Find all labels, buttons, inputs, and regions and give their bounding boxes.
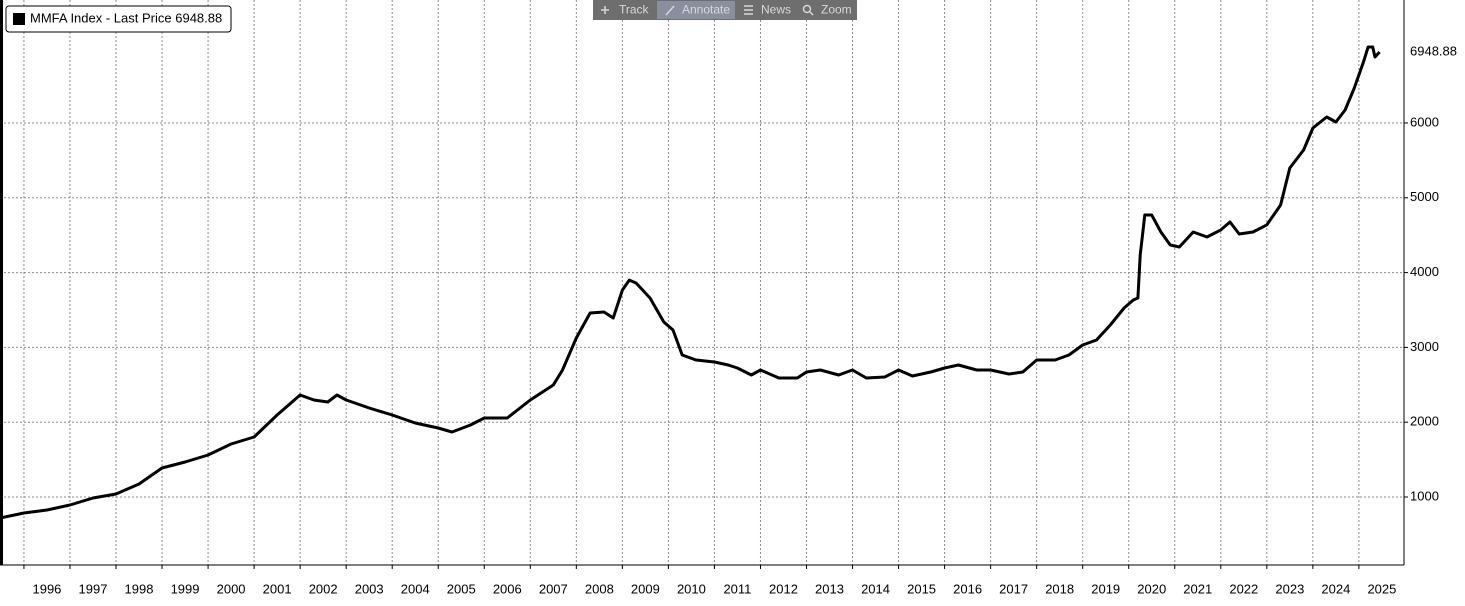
x-tick-label: 2013 bbox=[815, 581, 844, 596]
x-tick-label: 2017 bbox=[999, 581, 1028, 596]
x-tick-label: 2021 bbox=[1183, 581, 1212, 596]
track-icon bbox=[601, 6, 609, 14]
x-tick-label: 2001 bbox=[263, 581, 292, 596]
legend-label: MMFA Index - Last Price bbox=[30, 11, 172, 26]
y-tick-label: 4000 bbox=[1410, 264, 1439, 279]
x-tick-label: 2006 bbox=[493, 581, 522, 596]
annotate-button[interactable]: Annotate bbox=[665, 3, 730, 17]
x-tick-label: 1999 bbox=[171, 581, 200, 596]
annotate-icon bbox=[665, 5, 675, 16]
x-tick-label: 2002 bbox=[309, 581, 338, 596]
x-tick-label: 2015 bbox=[907, 581, 936, 596]
track-label[interactable]: Track bbox=[619, 3, 650, 17]
price-line bbox=[0, 45, 1381, 520]
x-tick-label: 2019 bbox=[1091, 581, 1120, 596]
x-tick-label: 1996 bbox=[32, 581, 61, 596]
annotate-label[interactable]: Annotate bbox=[682, 3, 730, 17]
x-tick-label: 2022 bbox=[1229, 581, 1258, 596]
toolbar-active bbox=[657, 1, 735, 19]
legend-entry: MMFA Index - Last Price 6948.88 bbox=[30, 11, 222, 26]
x-tick-label: 2020 bbox=[1137, 581, 1166, 596]
legend: MMFA Index - Last Price 6948.88 bbox=[5, 5, 232, 33]
x-tick-label: 2005 bbox=[447, 581, 476, 596]
x-tick-label: 2025 bbox=[1367, 581, 1396, 596]
x-tick-label: 2011 bbox=[723, 581, 751, 596]
y-tick-label: 3000 bbox=[1410, 339, 1439, 354]
x-tick-label: 2023 bbox=[1275, 581, 1304, 596]
grid bbox=[0, 0, 1404, 565]
x-tick-label: 1998 bbox=[125, 581, 154, 596]
last-price-label: 6948.88 bbox=[1410, 43, 1457, 58]
legend-box bbox=[5, 5, 232, 33]
toolbar: Track Annotate News Zoom bbox=[593, 0, 857, 20]
x-tick-label: 2018 bbox=[1045, 581, 1074, 596]
zoom-icon bbox=[802, 4, 812, 14]
zoom-icon-handle bbox=[809, 11, 814, 16]
zoom-button[interactable]: Zoom bbox=[802, 3, 852, 17]
x-tick-label: 2003 bbox=[355, 581, 384, 596]
news-label[interactable]: News bbox=[761, 3, 791, 17]
x-tick-label: 2016 bbox=[953, 581, 982, 596]
x-tick-label: 2024 bbox=[1321, 581, 1350, 596]
x-tick-label: 1997 bbox=[79, 581, 108, 596]
legend-swatch bbox=[13, 13, 25, 25]
x-tick-label: 2007 bbox=[539, 581, 568, 596]
legend-value: 6948.88 bbox=[175, 11, 222, 26]
y-tick-label: 1000 bbox=[1410, 488, 1439, 503]
news-icon bbox=[744, 5, 753, 15]
x-tick-label: 2014 bbox=[861, 581, 890, 596]
left-edge bbox=[0, 0, 3, 565]
zoom-label[interactable]: Zoom bbox=[821, 3, 852, 17]
x-tick-label: 2009 bbox=[631, 581, 660, 596]
x-tick-label: 2012 bbox=[769, 581, 798, 596]
track-button[interactable]: Track bbox=[601, 3, 650, 17]
x-tick-label: 2000 bbox=[217, 581, 246, 596]
news-button[interactable]: News bbox=[744, 3, 791, 17]
y-tick-label: 5000 bbox=[1410, 189, 1439, 204]
plot bbox=[0, 45, 1381, 520]
x-tick-label: 2010 bbox=[677, 581, 706, 596]
y-tick-label: 2000 bbox=[1410, 414, 1439, 429]
x-tick-label: 2004 bbox=[401, 581, 430, 596]
y-tick-label: 6000 bbox=[1410, 114, 1439, 129]
x-tick-label: 2008 bbox=[585, 581, 614, 596]
